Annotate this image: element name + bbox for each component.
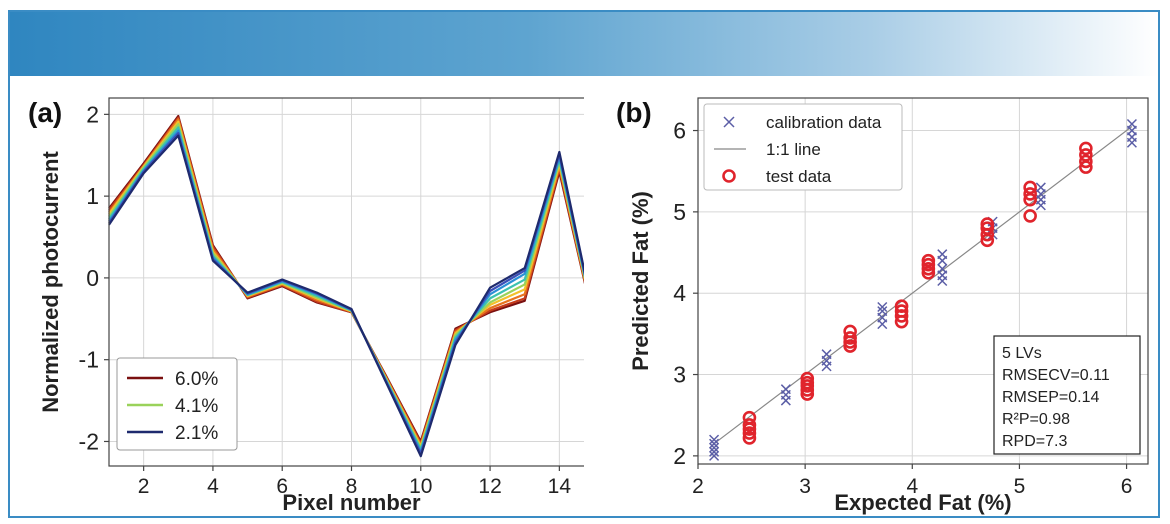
x-axis-title: Expected Fat (%) (834, 490, 1011, 515)
y-axis-title: Predicted Fat (%) (628, 191, 653, 371)
y-axis-title: Normalized photocurrent (38, 151, 63, 413)
figure-frame: 2 4 6 8 10 12 14 -2 -1 0 1 2 Pixel number Normalized … (8, 10, 1160, 518)
test-point (894, 299, 909, 314)
x-tick-label: 2 (692, 475, 704, 498)
chart-b: 2 3 4 5 6 2 3 4 5 6 Expected Fat (%) Predicted Fat … (616, 97, 1149, 515)
test-point (843, 324, 857, 339)
calibration-point (709, 446, 720, 457)
calibration-point (937, 263, 948, 274)
calibration-point (709, 434, 720, 445)
test-point (1023, 209, 1037, 223)
legend-label: 4.1% (175, 396, 218, 417)
test-point (1079, 141, 1093, 156)
test-point (843, 339, 857, 353)
legend-label: test data (766, 167, 832, 186)
y-tick-label: 2 (86, 101, 99, 127)
test-point (921, 262, 936, 276)
calibration-point (1126, 118, 1137, 130)
test-point (894, 304, 909, 318)
plot-area-frame (697, 97, 1149, 465)
y-tick-label: 3 (673, 362, 686, 388)
x-tick-label: 4 (906, 475, 918, 498)
series-line-8 (108, 134, 584, 458)
stats-box (993, 335, 1141, 455)
x-tick-label: 6 (1121, 475, 1133, 498)
x-tick-label: 5 (1014, 475, 1026, 498)
stats-line: RPD=7.3 (1002, 433, 1067, 450)
stats-line: 5 LVs (1002, 345, 1042, 362)
stats-line: R²P=0.98 (1002, 411, 1070, 428)
panel-label-b: (b) (616, 97, 652, 128)
test-point (1079, 148, 1093, 162)
legend-label: 2.1% (175, 423, 218, 444)
test-point (800, 371, 815, 386)
legend-label: 1:1 line (766, 140, 821, 159)
legend-box (703, 103, 903, 191)
calibration-point (709, 450, 720, 461)
y-tick-label: -1 (79, 347, 99, 373)
test-point (980, 221, 995, 235)
calibration-point (937, 249, 948, 260)
test-point (1023, 180, 1037, 195)
legend-swatch-calibration (723, 116, 735, 128)
x-tick-label: 14 (548, 475, 572, 498)
test-point (921, 257, 936, 272)
y-tick-label: 5 (673, 199, 686, 225)
y-tick-label: 4 (673, 280, 686, 306)
legend-swatch-test (722, 169, 736, 183)
header-banner (10, 12, 1158, 76)
x-tick-label: 4 (207, 475, 219, 498)
test-point (843, 331, 857, 345)
calibration-point (1035, 182, 1046, 193)
stats-line: RMSECV=0.11 (1002, 367, 1110, 384)
y-tick-label: 6 (673, 118, 686, 144)
test-point (742, 426, 757, 440)
y-tick-label: 2 (673, 443, 686, 469)
x-tick-label: 3 (799, 475, 811, 498)
calibration-point (780, 384, 791, 395)
test-point (1023, 187, 1037, 201)
x-tick-label: 2 (138, 475, 150, 498)
test-point (742, 418, 757, 432)
calibration-point (877, 301, 888, 313)
test-point (1079, 154, 1093, 169)
x-tick-label: 10 (409, 475, 432, 498)
test-point (980, 217, 995, 231)
test-point (742, 431, 757, 445)
calibration-point (877, 306, 888, 317)
panel-label-a: (a) (28, 97, 62, 128)
x-tick-label: 6 (276, 475, 288, 498)
test-point (921, 253, 936, 268)
test-point (742, 410, 757, 425)
calibration-point (709, 438, 720, 449)
x-tick-label: 12 (478, 475, 501, 498)
y-tick-label: 0 (86, 265, 99, 291)
test-point (800, 375, 815, 390)
stats-line: RMSEP=0.14 (1002, 389, 1099, 406)
x-tick-label: 8 (346, 475, 358, 498)
calibration-point (821, 349, 832, 360)
legend-box (116, 357, 238, 451)
y-tick-label: 1 (86, 183, 99, 209)
x-axis-title: Pixel number (282, 490, 421, 515)
legend-label: 6.0% (175, 369, 218, 390)
legend-label: calibration data (766, 113, 882, 132)
y-tick-label: -2 (79, 428, 99, 454)
calibration-point (709, 442, 720, 453)
